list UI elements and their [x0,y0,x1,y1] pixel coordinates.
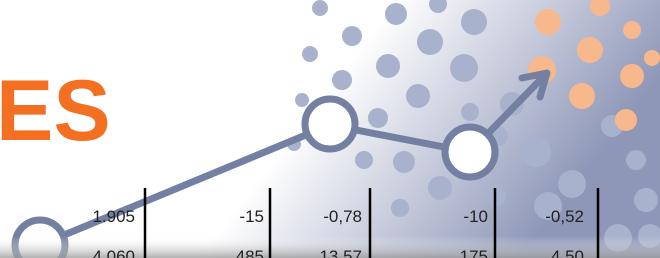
cell: 485 [236,247,264,258]
cell: -0,52 [545,207,584,226]
cell: -10 [463,207,488,226]
heading: ES [0,63,111,159]
cell: 4,50 [551,247,584,258]
cell: -0,78 [323,207,362,226]
cell: 4.060 [92,247,135,258]
cell: 175 [460,247,488,258]
page: ES 1.905 -15 -0,78 -10 -0,52 4.060 485 1… [0,0,660,258]
cell: 13,57 [319,247,362,258]
cell: -15 [239,207,264,226]
slide: ES 1.905 -15 -0,78 -10 -0,52 4.060 485 1… [0,0,660,258]
cell: 1.905 [92,207,135,226]
